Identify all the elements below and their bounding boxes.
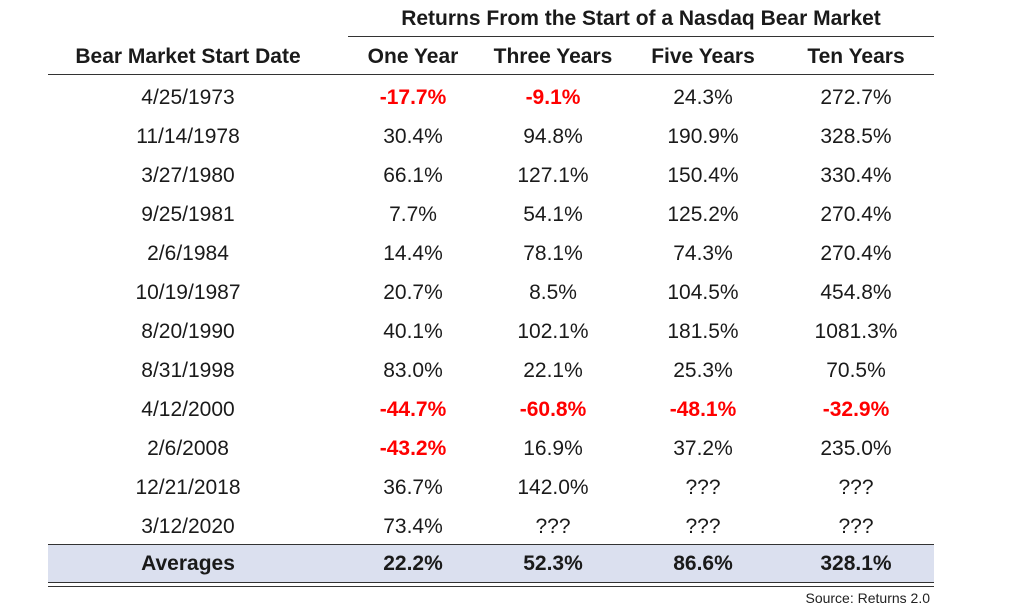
- column-header-row: Bear Market Start Date One Year Three Ye…: [48, 38, 934, 75]
- source-note: Source: Returns 2.0: [805, 590, 930, 606]
- start-date-cell: 3/12/2020: [141, 515, 235, 538]
- ten-years-cell: 272.7%: [820, 86, 892, 109]
- super-header-rule: [348, 36, 934, 37]
- ten-years-cell: 270.4%: [820, 203, 892, 226]
- five-years-cell: 37.2%: [673, 437, 733, 460]
- ten-years-cell: 328.5%: [820, 125, 892, 148]
- table-row: 9/25/1981 7.7% 54.1% 125.2% 270.4%: [48, 195, 934, 234]
- double-rule-bottom: [48, 586, 934, 587]
- table-row: 3/12/2020 73.4%?????????: [48, 507, 934, 546]
- one-year-cell: 73.4%: [383, 515, 443, 538]
- table-row: 4/12/2000 -44.7% -60.8% -48.1% -32.9%: [48, 390, 934, 429]
- table-row: 12/21/2018 36.7% 142.0%??????: [48, 468, 934, 507]
- five-years-cell: ???: [685, 476, 721, 499]
- one-year-cell: 30.4%: [383, 125, 443, 148]
- avg-ten-years-cell: 328.1%: [820, 552, 892, 575]
- table-row: 4/25/1973 -17.7% -9.1% 24.3% 272.7%: [48, 78, 934, 117]
- averages-label: Averages: [141, 552, 235, 575]
- five-years-cell: 104.5%: [667, 281, 739, 304]
- start-date-cell: 2/6/2008: [147, 437, 229, 460]
- col-header-ten-years: Ten Years: [807, 45, 905, 68]
- start-date-cell: 3/27/1980: [141, 164, 235, 187]
- ten-years-cell: 70.5%: [826, 359, 886, 382]
- one-year-cell: -17.7%: [379, 86, 447, 109]
- table-super-header: Returns From the Start of a Nasdaq Bear …: [401, 7, 881, 30]
- start-date-cell: 10/19/1987: [135, 281, 241, 304]
- one-year-cell: -43.2%: [379, 437, 447, 460]
- table-body: 4/25/1973 -17.7% -9.1% 24.3% 272.7% 11/14/19…: [48, 78, 934, 546]
- one-year-cell: -44.7%: [379, 398, 447, 421]
- col-header-one-year: One Year: [367, 45, 459, 68]
- ten-years-cell: ???: [838, 515, 874, 538]
- one-year-cell: 36.7%: [383, 476, 443, 499]
- ten-years-cell: 235.0%: [820, 437, 892, 460]
- start-date-cell: 4/12/2000: [141, 398, 235, 421]
- three-years-cell: ???: [535, 515, 571, 538]
- one-year-cell: 83.0%: [383, 359, 443, 382]
- ten-years-cell: 454.8%: [820, 281, 892, 304]
- five-years-cell: 181.5%: [667, 320, 739, 343]
- col-header-start-date: Bear Market Start Date: [75, 45, 301, 68]
- three-years-cell: 16.9%: [523, 437, 583, 460]
- ten-years-cell: 1081.3%: [814, 320, 898, 343]
- five-years-cell: 25.3%: [673, 359, 733, 382]
- start-date-cell: 12/21/2018: [135, 476, 241, 499]
- ten-years-cell: 330.4%: [820, 164, 892, 187]
- three-years-cell: 54.1%: [523, 203, 583, 226]
- start-date-cell: 11/14/1978: [136, 125, 240, 148]
- three-years-cell: 8.5%: [529, 281, 577, 304]
- start-date-cell: 8/31/1998: [141, 359, 235, 382]
- five-years-cell: ???: [685, 515, 721, 538]
- three-years-cell: 78.1%: [523, 242, 583, 265]
- ten-years-cell: 270.4%: [820, 242, 892, 265]
- three-years-cell: 94.8%: [523, 125, 583, 148]
- one-year-cell: 66.1%: [383, 164, 443, 187]
- five-years-cell: 125.2%: [667, 203, 739, 226]
- start-date-cell: 4/25/1973: [141, 86, 235, 109]
- three-years-cell: 127.1%: [517, 164, 589, 187]
- table-row: 8/20/1990 40.1% 102.1% 181.5% 1081.3%: [48, 312, 934, 351]
- table-row: 2/6/1984 14.4% 78.1% 74.3% 270.4%: [48, 234, 934, 273]
- one-year-cell: 7.7%: [389, 203, 437, 226]
- one-year-cell: 14.4%: [383, 242, 443, 265]
- ten-years-cell: ???: [838, 476, 874, 499]
- five-years-cell: 24.3%: [673, 86, 733, 109]
- three-years-cell: 22.1%: [523, 359, 583, 382]
- five-years-cell: -48.1%: [669, 398, 737, 421]
- five-years-cell: 150.4%: [667, 164, 739, 187]
- three-years-cell: 102.1%: [517, 320, 589, 343]
- col-header-five-years: Five Years: [651, 45, 755, 68]
- table-row: 2/6/2008 -43.2% 16.9% 37.2% 235.0%: [48, 429, 934, 468]
- table-row: 11/14/1978 30.4% 94.8% 190.9% 328.5%: [48, 117, 934, 156]
- avg-three-years-cell: 52.3%: [523, 552, 583, 575]
- col-header-three-years: Three Years: [493, 45, 613, 68]
- table-row: 10/19/1987 20.7% 8.5% 104.5% 454.8%: [48, 273, 934, 312]
- one-year-cell: 40.1%: [383, 320, 443, 343]
- three-years-cell: -60.8%: [519, 398, 587, 421]
- start-date-cell: 8/20/1990: [141, 320, 235, 343]
- table-row: 8/31/1998 83.0% 22.1% 25.3% 70.5%: [48, 351, 934, 390]
- start-date-cell: 2/6/1984: [147, 242, 229, 265]
- table-row: 3/27/1980 66.1% 127.1% 150.4% 330.4%: [48, 156, 934, 195]
- avg-one-year-cell: 22.2%: [383, 552, 443, 575]
- start-date-cell: 9/25/1981: [141, 203, 235, 226]
- three-years-cell: 142.0%: [517, 476, 589, 499]
- ten-years-cell: -32.9%: [822, 398, 890, 421]
- five-years-cell: 190.9%: [667, 125, 739, 148]
- one-year-cell: 20.7%: [383, 281, 443, 304]
- averages-row: Averages 22.2% 52.3% 86.6% 328.1%: [48, 544, 934, 583]
- double-rule-top: [48, 582, 934, 583]
- avg-five-years-cell: 86.6%: [673, 552, 733, 575]
- five-years-cell: 74.3%: [673, 242, 733, 265]
- three-years-cell: -9.1%: [525, 86, 581, 109]
